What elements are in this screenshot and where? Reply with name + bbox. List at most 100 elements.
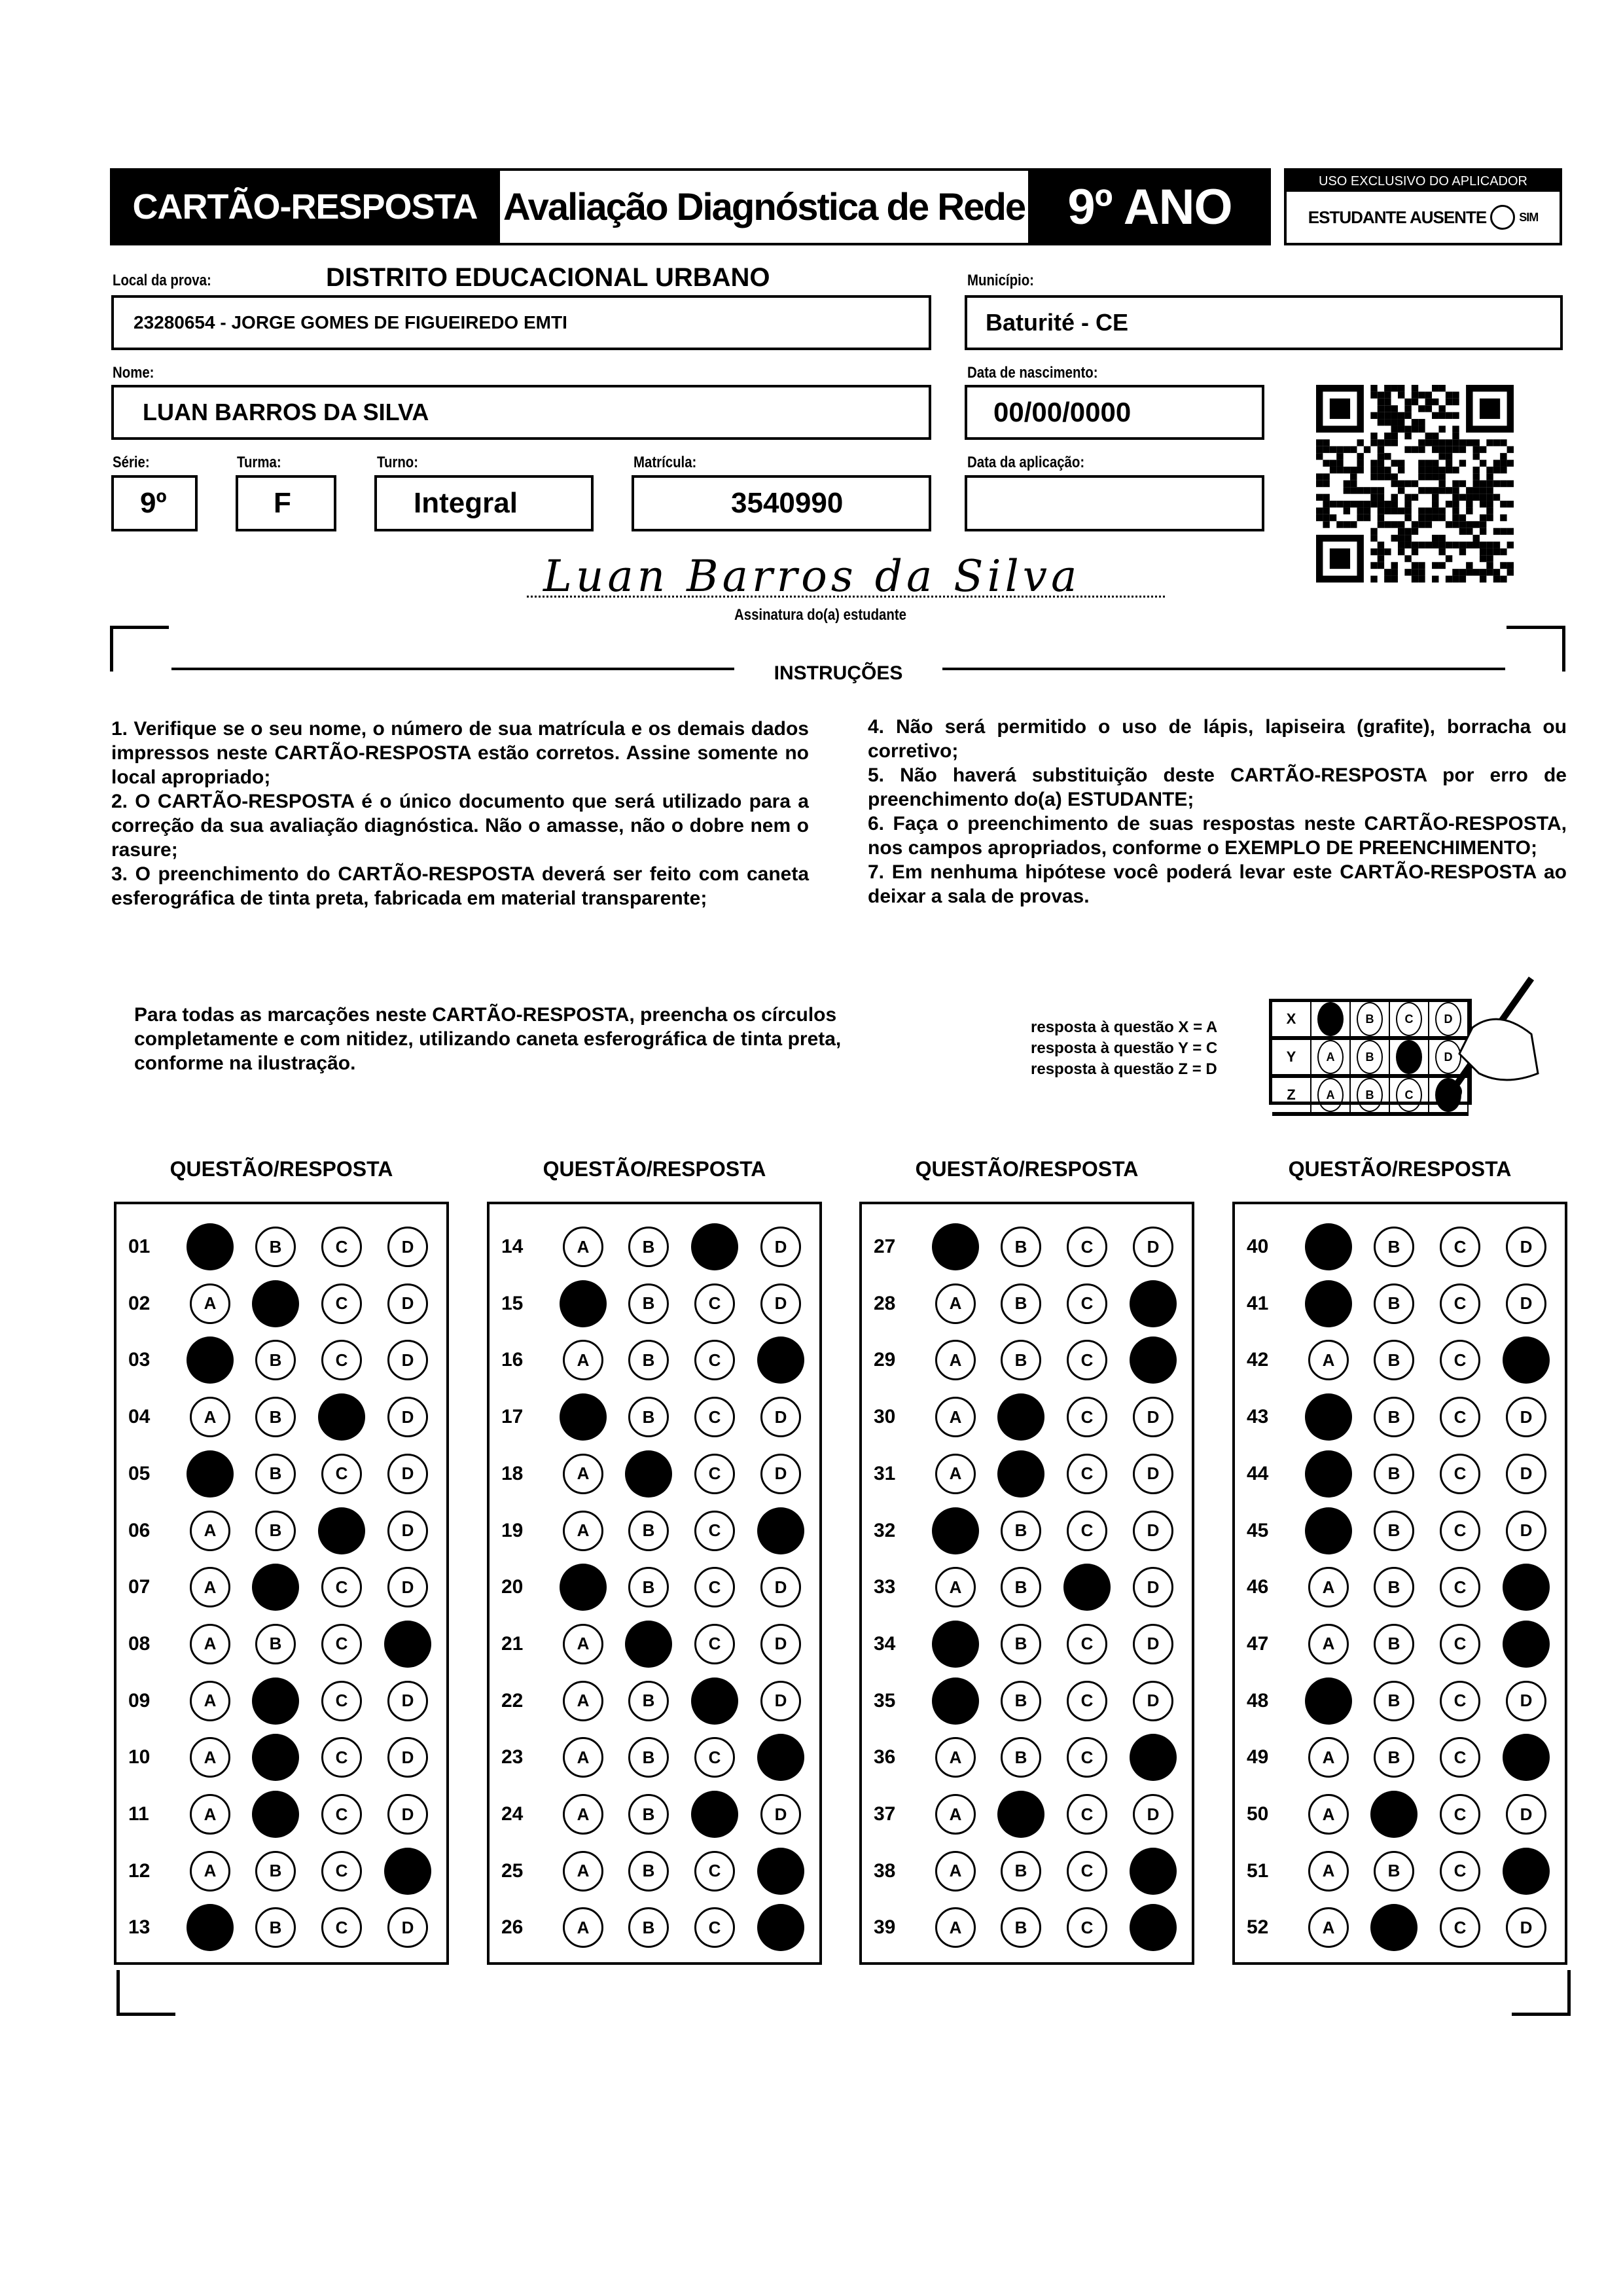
bubble-q37-d[interactable]: D — [1133, 1794, 1173, 1835]
bubble-q46-c[interactable]: C — [1440, 1567, 1480, 1608]
bubble-q25-d-filled[interactable] — [757, 1847, 804, 1895]
bubble-q23-b[interactable]: B — [628, 1737, 669, 1778]
bubble-q28-b[interactable]: B — [1001, 1283, 1041, 1324]
bubble-q51-b[interactable]: B — [1374, 1850, 1414, 1892]
bubble-q47-d-filled[interactable] — [1503, 1620, 1550, 1668]
bubble-q14-a[interactable]: A — [563, 1227, 603, 1267]
bubble-q49-c[interactable]: C — [1440, 1737, 1480, 1778]
bubble-q33-b[interactable]: B — [1001, 1567, 1041, 1608]
bubble-q52-c[interactable]: C — [1440, 1907, 1480, 1948]
bubble-q20-c[interactable]: C — [694, 1567, 735, 1608]
bubble-q17-d[interactable]: D — [760, 1397, 801, 1438]
bubble-q52-d[interactable]: D — [1506, 1907, 1546, 1948]
bubble-q47-a[interactable]: A — [1308, 1623, 1349, 1664]
bubble-q06-a[interactable]: A — [190, 1510, 230, 1551]
bubble-q50-a[interactable]: A — [1308, 1794, 1349, 1835]
bubble-q03-b[interactable]: B — [255, 1340, 296, 1381]
bubble-q47-b[interactable]: B — [1374, 1623, 1414, 1664]
bubble-q38-c[interactable]: C — [1067, 1850, 1107, 1892]
bubble-q23-d-filled[interactable] — [757, 1734, 804, 1782]
bubble-q14-b[interactable]: B — [628, 1227, 669, 1267]
bubble-q05-a-filled[interactable] — [187, 1450, 234, 1498]
bubble-q09-c[interactable]: C — [321, 1680, 362, 1721]
bubble-q13-a-filled[interactable] — [187, 1904, 234, 1952]
bubble-q45-a-filled[interactable] — [1305, 1507, 1352, 1554]
bubble-q41-c[interactable]: C — [1440, 1283, 1480, 1324]
bubble-q44-c[interactable]: C — [1440, 1453, 1480, 1494]
bubble-q20-d[interactable]: D — [760, 1567, 801, 1608]
bubble-q33-a[interactable]: A — [935, 1567, 976, 1608]
bubble-q19-c[interactable]: C — [694, 1510, 735, 1551]
bubble-q07-d[interactable]: D — [387, 1567, 428, 1608]
bubble-q29-d-filled[interactable] — [1130, 1336, 1177, 1384]
bubble-q26-d-filled[interactable] — [757, 1904, 804, 1952]
bubble-q08-a[interactable]: A — [190, 1623, 230, 1664]
bubble-q11-a[interactable]: A — [190, 1794, 230, 1835]
bubble-q36-a[interactable]: A — [935, 1737, 976, 1778]
bubble-q34-b[interactable]: B — [1001, 1623, 1041, 1664]
bubble-q27-c[interactable]: C — [1067, 1227, 1107, 1267]
bubble-q36-c[interactable]: C — [1067, 1737, 1107, 1778]
bubble-q28-a[interactable]: A — [935, 1283, 976, 1324]
bubble-q23-c[interactable]: C — [694, 1737, 735, 1778]
bubble-q14-d[interactable]: D — [760, 1227, 801, 1267]
bubble-q50-d[interactable]: D — [1506, 1794, 1546, 1835]
bubble-q43-a-filled[interactable] — [1305, 1393, 1352, 1441]
bubble-q39-c[interactable]: C — [1067, 1907, 1107, 1948]
bubble-q17-a-filled[interactable] — [560, 1393, 607, 1441]
bubble-q14-c-filled[interactable] — [691, 1223, 738, 1270]
bubble-q24-a[interactable]: A — [563, 1794, 603, 1835]
bubble-q34-a-filled[interactable] — [932, 1620, 979, 1668]
bubble-q06-b[interactable]: B — [255, 1510, 296, 1551]
bubble-q26-c[interactable]: C — [694, 1907, 735, 1948]
bubble-q21-b-filled[interactable] — [625, 1620, 672, 1668]
bubble-q38-b[interactable]: B — [1001, 1850, 1041, 1892]
bubble-q22-c-filled[interactable] — [691, 1677, 738, 1725]
bubble-q52-a[interactable]: A — [1308, 1907, 1349, 1948]
bubble-q10-d[interactable]: D — [387, 1737, 428, 1778]
bubble-q17-b[interactable]: B — [628, 1397, 669, 1438]
bubble-q05-c[interactable]: C — [321, 1453, 362, 1494]
bubble-q18-c[interactable]: C — [694, 1453, 735, 1494]
bubble-q41-b[interactable]: B — [1374, 1283, 1414, 1324]
bubble-q03-c[interactable]: C — [321, 1340, 362, 1381]
bubble-q51-a[interactable]: A — [1308, 1850, 1349, 1892]
bubble-q22-b[interactable]: B — [628, 1680, 669, 1721]
bubble-q19-d-filled[interactable] — [757, 1507, 804, 1554]
bubble-q45-d[interactable]: D — [1506, 1510, 1546, 1551]
bubble-q10-a[interactable]: A — [190, 1737, 230, 1778]
bubble-q51-c[interactable]: C — [1440, 1850, 1480, 1892]
bubble-q24-c-filled[interactable] — [691, 1791, 738, 1838]
bubble-q31-c[interactable]: C — [1067, 1453, 1107, 1494]
bubble-q05-d[interactable]: D — [387, 1453, 428, 1494]
bubble-q52-b-filled[interactable] — [1370, 1904, 1418, 1952]
bubble-q42-a[interactable]: A — [1308, 1340, 1349, 1381]
bubble-q44-b[interactable]: B — [1374, 1453, 1414, 1494]
bubble-q04-d[interactable]: D — [387, 1397, 428, 1438]
bubble-q49-a[interactable]: A — [1308, 1737, 1349, 1778]
bubble-q36-d-filled[interactable] — [1130, 1734, 1177, 1782]
bubble-q02-b-filled[interactable] — [252, 1280, 299, 1327]
bubble-q30-b-filled[interactable] — [997, 1393, 1044, 1441]
bubble-q13-c[interactable]: C — [321, 1907, 362, 1948]
bubble-q33-c-filled[interactable] — [1063, 1564, 1111, 1611]
bubble-q39-b[interactable]: B — [1001, 1907, 1041, 1948]
bubble-q16-c[interactable]: C — [694, 1340, 735, 1381]
bubble-q37-b-filled[interactable] — [997, 1791, 1044, 1838]
bubble-q35-a-filled[interactable] — [932, 1677, 979, 1725]
bubble-q48-b[interactable]: B — [1374, 1680, 1414, 1721]
bubble-q15-b[interactable]: B — [628, 1283, 669, 1324]
bubble-q07-a[interactable]: A — [190, 1567, 230, 1608]
bubble-q35-d[interactable]: D — [1133, 1680, 1173, 1721]
bubble-q43-c[interactable]: C — [1440, 1397, 1480, 1438]
bubble-q49-b[interactable]: B — [1374, 1737, 1414, 1778]
bubble-q48-a-filled[interactable] — [1305, 1677, 1352, 1725]
bubble-q44-d[interactable]: D — [1506, 1453, 1546, 1494]
bubble-q11-c[interactable]: C — [321, 1794, 362, 1835]
bubble-q25-b[interactable]: B — [628, 1850, 669, 1892]
bubble-q07-b-filled[interactable] — [252, 1564, 299, 1611]
bubble-q12-a[interactable]: A — [190, 1850, 230, 1892]
bubble-q18-d[interactable]: D — [760, 1453, 801, 1494]
bubble-q34-d[interactable]: D — [1133, 1623, 1173, 1664]
bubble-q03-a-filled[interactable] — [187, 1336, 234, 1384]
